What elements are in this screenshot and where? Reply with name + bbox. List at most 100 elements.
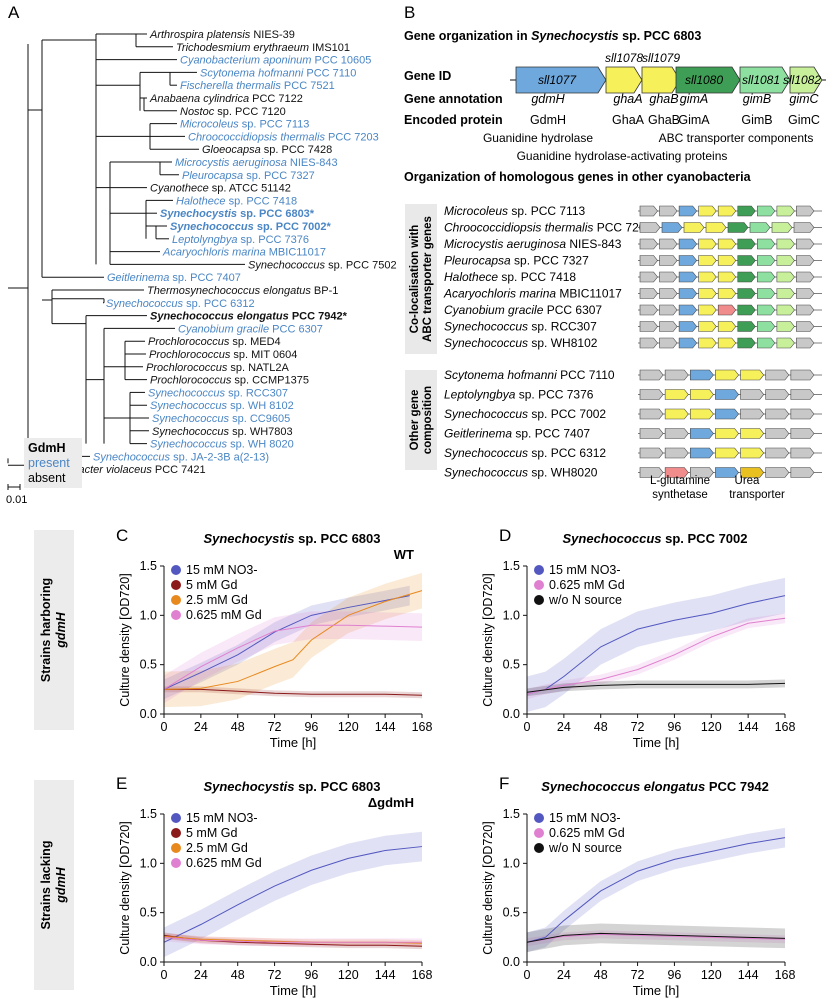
homolog-gene-arrow <box>664 467 689 478</box>
x-tick-label: 24 <box>194 968 208 982</box>
x-tick-label: 0 <box>524 968 531 982</box>
taxon-genus: Prochlorococcus <box>149 349 231 361</box>
gene-arrow-sll1080 <box>675 66 741 94</box>
homolog-gene-arrow <box>771 222 793 233</box>
homolog-gene-arrow <box>664 447 689 459</box>
taxon-label: Synechococcus sp. PCC 6312 <box>106 298 255 310</box>
homolog-gene-arrow <box>796 337 815 349</box>
homolog-gene-arrow <box>698 205 717 217</box>
homolog-gene-arrow <box>796 271 815 283</box>
taxon-strain: sp. PCC 7002* <box>254 221 332 233</box>
homolog-gene-arrow <box>790 369 815 381</box>
x-tick-label: 96 <box>667 968 681 982</box>
homolog-genus: Cyanobium gracile <box>444 303 544 317</box>
label-glutamine-2: synthetase <box>652 489 708 501</box>
homolog-gene-arrow <box>683 222 705 233</box>
homolog-gene-arrow <box>639 304 658 316</box>
homolog-gene-arrow <box>678 238 698 250</box>
x-axis-label: Time [h] <box>633 983 679 998</box>
y-tick-label: 0.5 <box>140 906 157 920</box>
taxon-genus: Synechococcus elongatus <box>150 311 289 323</box>
caption-abc: ABC transporter components <box>659 131 814 145</box>
homolog-gene-arrow <box>664 428 689 439</box>
x-tick-label: 48 <box>231 968 245 982</box>
taxon-genus: Prochlorococcus <box>146 362 228 374</box>
panel-label-e: E <box>116 774 127 793</box>
homolog-gene-arrow <box>639 447 664 459</box>
homolog-gene-arrow <box>790 389 815 400</box>
taxon-label: Synechococcus sp. WH7803 <box>152 426 293 438</box>
homolog-gene-arrow <box>790 408 815 420</box>
homolog-gene-arrow <box>715 389 739 400</box>
taxon-genus: Cyanobacterium aponinum <box>180 55 311 67</box>
taxon-genus: Synechococcus <box>248 259 326 271</box>
taxon-label: Synechococcus sp. PCC 7002* <box>170 221 332 233</box>
legend-present: present <box>28 456 70 470</box>
homolog-gene-arrow <box>715 467 739 478</box>
taxon-label: Synechococcus sp. WH 8102 <box>150 400 294 412</box>
legend-marker <box>171 813 181 823</box>
gene-arrow-sll1079 <box>641 66 681 94</box>
homolog-strain: PCC 7203 <box>593 221 652 235</box>
taxon-strain: sp. WH7803 <box>229 426 293 438</box>
panel-label-f: F <box>499 774 509 793</box>
homolog-gene-arrow <box>639 205 658 217</box>
homolog-gene-arrow <box>737 304 756 316</box>
homolog-strain-label: Acaryochloris marina MBIC11017 <box>443 287 622 301</box>
taxon-strain: sp. MIT 0604 <box>230 349 297 361</box>
homolog-gene-arrow <box>740 408 765 420</box>
panel-label-b: B <box>404 3 415 22</box>
taxon-label: Prochlorococcus sp. MIT 0604 <box>149 349 297 361</box>
chart-title-rest: sp. PCC 6803 <box>295 531 381 546</box>
homolog-strain: sp. WH8102 <box>528 336 598 350</box>
x-tick-label: 168 <box>412 968 433 982</box>
homolog-strain: sp. PCC 7418 <box>498 270 576 284</box>
homolog-gene-arrow <box>757 238 776 250</box>
homolog-gene-arrow <box>678 321 698 332</box>
homolog-gene-arrow <box>639 389 664 400</box>
homolog-genus: Chroococcidiopsis thermalis <box>444 221 593 235</box>
taxon-genus: Nostoc <box>180 106 215 118</box>
gene-id-label: sll1082 <box>783 73 821 87</box>
taxon-strain: PCC 10605 <box>311 55 371 67</box>
homolog-gene-arrow <box>737 271 756 283</box>
taxon-strain: PCC 7122 <box>249 93 303 105</box>
homolog-gene-arrow <box>705 222 727 233</box>
panel-label-d: D <box>499 526 511 545</box>
homolog-strain: NIES-843 <box>566 237 622 251</box>
legend-label: 0.625 mM Gd <box>549 578 625 592</box>
x-tick-label: 72 <box>268 968 282 982</box>
taxon-strain: sp. WH 8102 <box>227 400 294 412</box>
label-glutamine: L-glutamine <box>650 475 710 487</box>
taxon-genus: Geitlerinema <box>107 272 169 284</box>
y-tick-label: 0.0 <box>503 707 520 721</box>
series-band <box>164 686 422 699</box>
homolog-gene-arrow <box>678 304 698 316</box>
chart-F: Synechococcus elongatus PCC 7942 0 24 48 72 9… <box>481 779 795 998</box>
homolog-strain-label: Synechococcus sp. WH8102 <box>444 336 598 350</box>
x-tick-label: 168 <box>412 720 433 734</box>
taxon-genus: Fischerella thermalis <box>180 80 281 92</box>
taxon-strain: sp. CCMP1375 <box>231 375 309 387</box>
homolog-gene-arrow <box>639 369 664 381</box>
series-band <box>527 679 785 697</box>
taxon-genus: Synechococcus <box>150 400 228 412</box>
homolog-gene-arrow <box>698 238 717 250</box>
gene-annotation: gdmH <box>531 92 565 106</box>
gene-arrow-sll1082 <box>789 66 823 94</box>
gene-arrow-sll1077 <box>515 66 607 94</box>
homolog-gene-arrow <box>678 288 698 299</box>
series-line <box>163 624 423 690</box>
taxon-strain: sp. PCC 7428 <box>261 144 333 156</box>
taxon-genus: Microcystis aeruginosa <box>175 157 287 169</box>
homolog-gene-arrow <box>678 255 698 266</box>
homolog-strain-label: Geitlerinema sp. PCC 7407 <box>444 427 590 441</box>
taxon-label: Prochlorococcus sp. MED4 <box>148 336 281 348</box>
homolog-gene-arrow <box>765 447 790 459</box>
chart-title-italic: Synechococcus <box>563 531 662 546</box>
gene-arrow-sll1078 <box>605 66 643 94</box>
homolog-genus: Geitlerinema <box>444 427 512 441</box>
taxon-genus: Synechococcus <box>106 298 184 310</box>
